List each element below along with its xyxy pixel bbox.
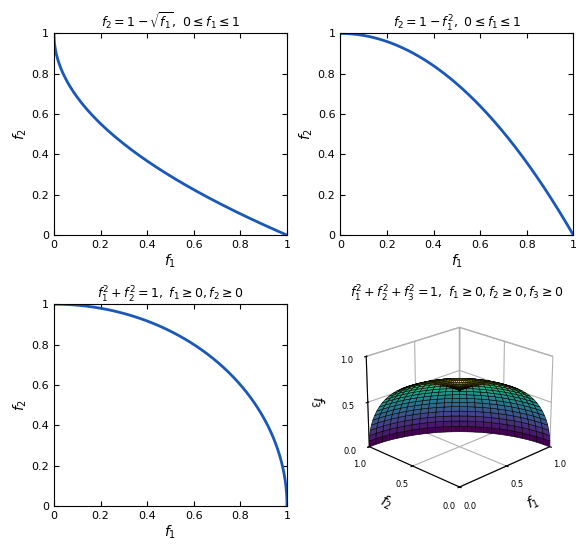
Title: $f_2 = 1 - f_1^2,\ 0 \leq f_1 \leq 1$: $f_2 = 1 - f_1^2,\ 0 \leq f_1 \leq 1$ (393, 14, 521, 34)
Y-axis label: $f_2$: $f_2$ (11, 128, 28, 140)
Y-axis label: $f_2$: $f_2$ (298, 128, 315, 140)
X-axis label: $f_1$: $f_1$ (165, 253, 176, 270)
X-axis label: $f_1$: $f_1$ (451, 253, 463, 270)
X-axis label: $f_1$: $f_1$ (165, 523, 176, 541)
Title: $f_2 = 1 - \sqrt{f_1},\ 0 \leq f_1 \leq 1$: $f_2 = 1 - \sqrt{f_1},\ 0 \leq f_1 \leq … (101, 11, 240, 32)
X-axis label: $f_1$: $f_1$ (524, 492, 543, 513)
Y-axis label: $f_2$: $f_2$ (376, 492, 395, 513)
Y-axis label: $f_2$: $f_2$ (11, 399, 28, 411)
Title: $f_1^2 + f_2^2 = 1,\ f_1 \geq 0, f_2 \geq 0$: $f_1^2 + f_2^2 = 1,\ f_1 \geq 0, f_2 \ge… (97, 285, 244, 305)
Title: $f_1^2 + f_2^2 + f_3^2 = 1,\ f_1 \geq 0, f_2 \geq 0, f_3 \geq 0$: $f_1^2 + f_2^2 + f_3^2 = 1,\ f_1 \geq 0,… (350, 284, 563, 304)
